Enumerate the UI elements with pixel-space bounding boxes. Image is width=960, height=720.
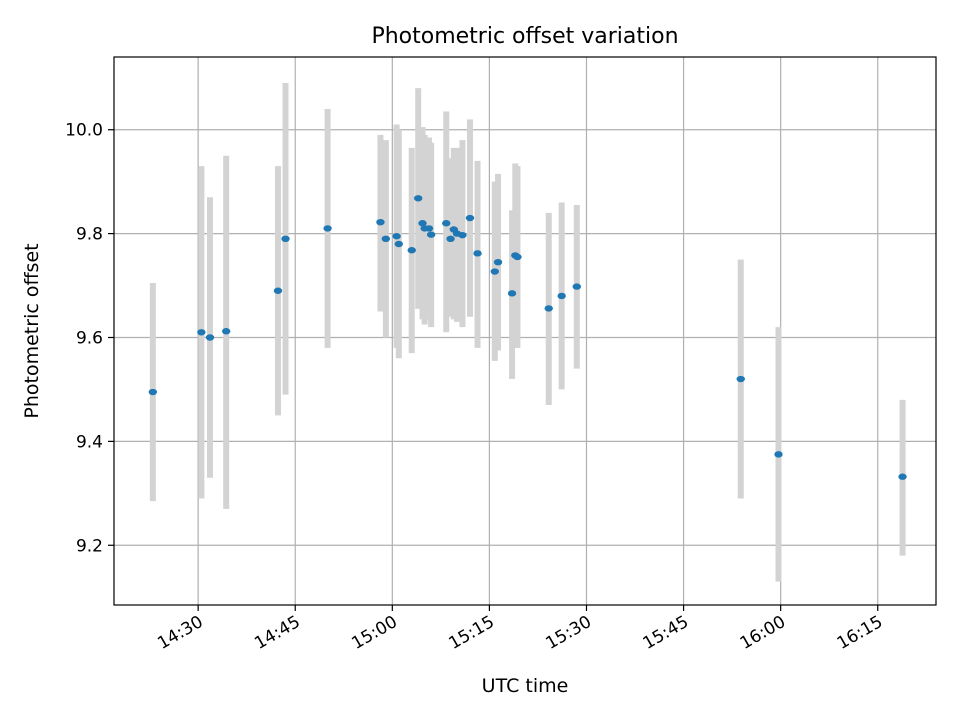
data-point xyxy=(426,231,436,238)
data-point xyxy=(376,218,385,226)
data-point xyxy=(323,225,332,232)
data-point xyxy=(458,231,467,239)
x-axis-label: UTC time xyxy=(482,675,569,697)
data-point xyxy=(392,233,401,240)
data-point xyxy=(493,258,503,266)
data-point xyxy=(774,451,783,458)
data-point xyxy=(281,235,290,243)
data-point xyxy=(148,388,158,396)
y-axis-label: Photometric offset xyxy=(21,243,43,418)
y-axis: 9.2 9.4 9.6 9.8 10.0 xyxy=(65,121,114,556)
data-point xyxy=(736,375,745,383)
data-point xyxy=(544,305,553,312)
data-point xyxy=(513,253,522,261)
data-point xyxy=(446,235,455,243)
y-tick-label: 10.0 xyxy=(65,121,103,141)
data-point xyxy=(407,247,416,254)
data-point xyxy=(221,328,231,335)
y-tick-label: 9.8 xyxy=(76,225,103,245)
y-tick-label: 9.4 xyxy=(76,432,103,452)
y-tick-label: 9.6 xyxy=(76,328,103,348)
data-point xyxy=(205,334,215,341)
data-point xyxy=(507,290,517,297)
data-point xyxy=(394,240,403,248)
data-point xyxy=(442,220,451,227)
data-point xyxy=(572,283,581,290)
data-point xyxy=(557,292,566,300)
data-point xyxy=(197,329,206,336)
markers xyxy=(148,195,907,480)
data-point xyxy=(414,195,423,202)
plot-frame xyxy=(113,56,937,606)
data-point xyxy=(465,214,475,222)
data-point xyxy=(473,250,482,257)
data-point xyxy=(898,473,907,480)
data-point xyxy=(424,225,434,232)
data-point xyxy=(418,220,427,227)
y-tick-label: 9.2 xyxy=(76,536,103,556)
data-point xyxy=(490,268,499,275)
data-point xyxy=(273,287,283,294)
data-point xyxy=(381,235,391,243)
chart-title: Photometric offset variation xyxy=(371,24,678,49)
